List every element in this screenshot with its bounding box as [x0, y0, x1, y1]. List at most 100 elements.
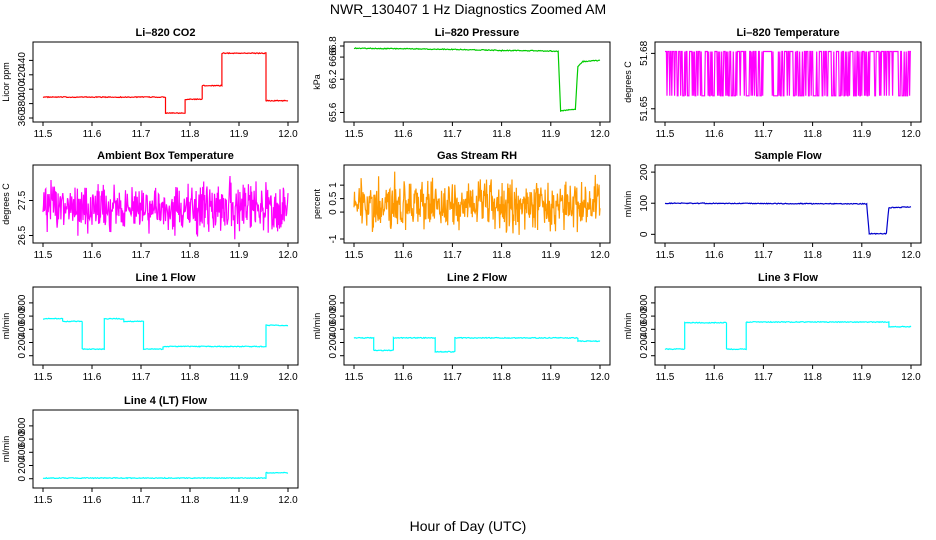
- chart-panel-4: Ambient Box Temperature degrees C 11.5 11.6…: [1, 150, 299, 261]
- x-tick-label: 11.5: [656, 250, 675, 261]
- y-tick-label: 440: [17, 52, 28, 69]
- x-tick-label: 11.9: [852, 250, 871, 261]
- x-tick-label: 12.0: [590, 250, 610, 261]
- x-tick-label: 11.5: [345, 250, 364, 261]
- y-axis-label: degrees C: [1, 183, 11, 225]
- chart-panel-10: Line 4 (LT) Flow ml/min 11.5 11.6 11.7 11.8 11…: [1, 395, 299, 506]
- y-tick-label: 0: [17, 352, 28, 358]
- y-tick-label: 0: [639, 231, 650, 237]
- x-tick-label: 11.7: [443, 129, 462, 140]
- series-line: [42, 471, 289, 480]
- chart-title: Line 1 Flow: [136, 272, 196, 284]
- y-axis-label: ml/min: [1, 313, 11, 340]
- x-tick-label: 11.9: [852, 129, 871, 140]
- plot-frame: [32, 286, 299, 366]
- x-tick-label: 12.0: [590, 129, 610, 140]
- x-tick-label: 12.0: [278, 250, 298, 261]
- x-tick-label: 11.7: [132, 495, 151, 506]
- x-tick-label: 11.6: [394, 129, 413, 140]
- y-tick-label: 400: [328, 321, 339, 338]
- chart-title: Gas Stream RH: [437, 150, 517, 162]
- y-axis-label: percent: [312, 188, 322, 219]
- x-tick-label: 11.5: [34, 495, 53, 506]
- series-line: [664, 202, 912, 235]
- y-tick-label: 400: [17, 80, 28, 97]
- x-tick-label: 12.0: [278, 372, 298, 383]
- chart-panel-1: Li–820 CO2 Licor ppm 11.5 11.6 11.7 11.8 11.9 1…: [1, 27, 299, 140]
- y-tick-label: 66.8: [328, 36, 339, 56]
- x-tick-label: 11.6: [705, 372, 724, 383]
- y-tick-label: 600: [17, 307, 28, 324]
- series-line: [42, 51, 289, 115]
- y-axis-label: Licor ppm: [1, 62, 11, 102]
- x-tick-label: 11.7: [443, 250, 462, 261]
- y-tick-label: 400: [639, 321, 650, 338]
- x-tick-label: 11.5: [345, 372, 364, 383]
- series-line: [664, 320, 912, 351]
- y-axis-label: ml/min: [623, 313, 633, 340]
- chart-panel-5: Gas Stream RH percent 11.5 11.6 11.7 11.8 11.9…: [312, 150, 611, 261]
- y-tick-label: 380: [17, 95, 28, 112]
- x-tick-label: 11.9: [852, 372, 871, 383]
- y-tick-label: 800: [328, 294, 339, 311]
- plot-frame: [654, 41, 922, 123]
- plot-frame: [343, 286, 611, 366]
- y-tick-label: 0: [328, 352, 339, 358]
- x-tick-label: 11.9: [230, 495, 249, 506]
- series-line: [353, 336, 601, 353]
- y-tick-label: 800: [17, 294, 28, 311]
- x-tick-label: 11.8: [492, 372, 511, 383]
- x-tick-label: 11.5: [656, 372, 675, 383]
- y-tick-label: 800: [639, 294, 650, 311]
- x-tick-label: 11.8: [803, 372, 822, 383]
- y-tick-label: 200: [17, 457, 28, 474]
- chart-title: Line 3 Flow: [758, 272, 818, 284]
- y-tick-label: 51.68: [639, 40, 650, 65]
- chart-title: Sample Flow: [754, 150, 822, 162]
- y-axis-label: kPa: [312, 74, 322, 90]
- x-tick-label: 11.8: [181, 129, 200, 140]
- x-tick-label: 11.6: [705, 129, 724, 140]
- y-tick-label: 400: [17, 321, 28, 338]
- x-tick-label: 11.6: [83, 250, 102, 261]
- chart-title: Line 2 Flow: [447, 272, 507, 284]
- plot-frame: [654, 164, 922, 244]
- y-axis-label: degrees C: [623, 61, 633, 103]
- y-tick-label: 66.6: [328, 47, 339, 67]
- y-tick-label: 27.5: [17, 190, 28, 210]
- series-line: [353, 47, 601, 113]
- x-tick-label: 11.5: [34, 250, 53, 261]
- x-tick-label: 11.5: [345, 129, 364, 140]
- y-axis-label: ml/min: [1, 436, 11, 463]
- x-tick-label: 11.9: [541, 129, 560, 140]
- y-tick-label: 200: [17, 334, 28, 351]
- y-tick-label: 600: [17, 430, 28, 447]
- series-line: [43, 317, 289, 351]
- plot-frame: [32, 164, 299, 244]
- y-tick-label: 65.6: [328, 102, 339, 122]
- x-tick-label: 11.5: [34, 372, 53, 383]
- plot-frame: [654, 286, 922, 366]
- plot-frame: [343, 41, 611, 123]
- x-tick-label: 11.6: [83, 129, 102, 140]
- y-tick-label: 1: [328, 182, 339, 188]
- series-line: [353, 171, 601, 235]
- chart-title: Li–820 CO2: [136, 27, 196, 39]
- x-tick-label: 12.0: [590, 372, 610, 383]
- x-tick-label: 11.6: [394, 250, 413, 261]
- x-tick-label: 11.8: [803, 250, 822, 261]
- y-tick-label: 66.2: [328, 69, 339, 89]
- x-tick-label: 11.9: [541, 372, 560, 383]
- x-tick-label: 11.9: [230, 129, 249, 140]
- chart-title: Li–820 Pressure: [435, 27, 519, 39]
- plot-frame: [32, 409, 299, 489]
- x-tick-label: 12.0: [901, 129, 921, 140]
- x-tick-label: 11.7: [132, 372, 151, 383]
- y-tick-label: 0: [639, 352, 650, 358]
- y-tick-label: 200: [328, 334, 339, 351]
- chart-panel-6: Sample Flow ml/min 11.5 11.6 11.7 11.8 11.9 12.…: [623, 150, 922, 261]
- chart-title: Ambient Box Temperature: [97, 150, 234, 162]
- x-tick-label: 11.7: [132, 129, 151, 140]
- x-tick-label: 11.6: [83, 372, 102, 383]
